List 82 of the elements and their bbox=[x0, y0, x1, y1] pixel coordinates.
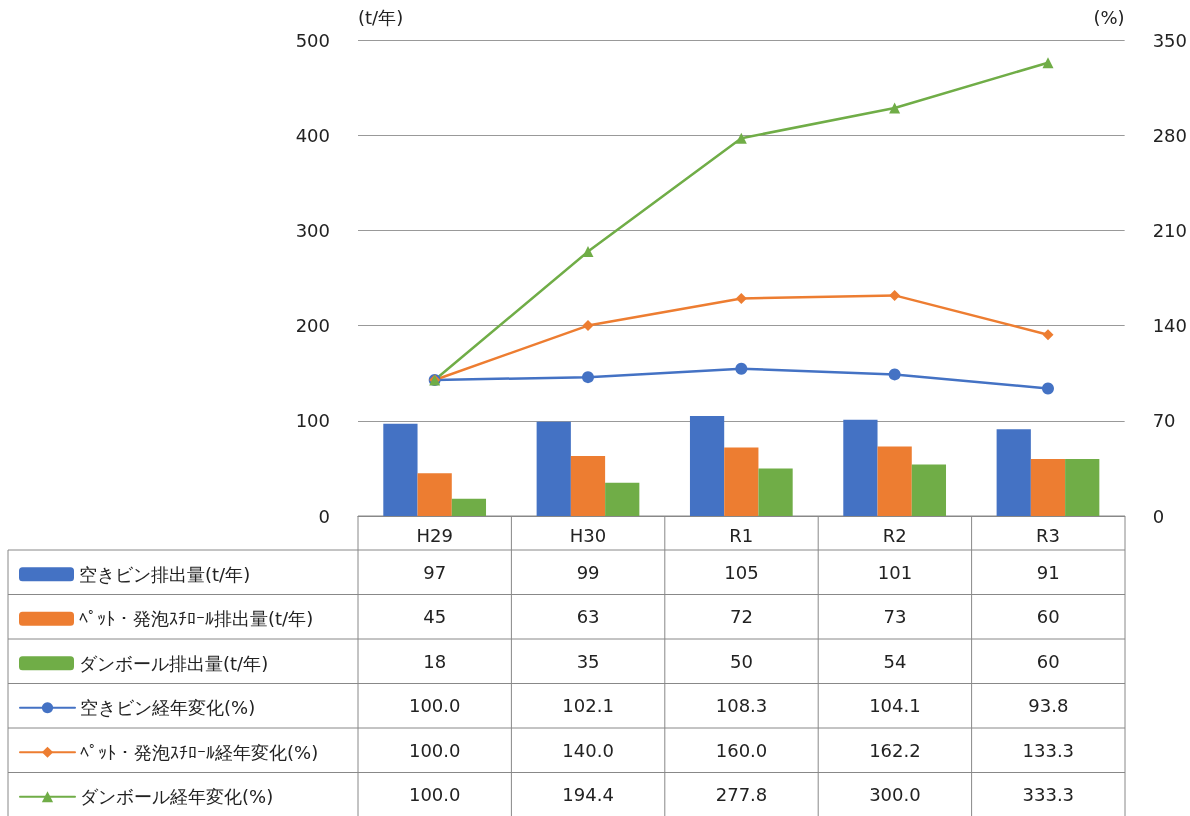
x-tick-label: H30 bbox=[569, 524, 607, 546]
data-label: 108.3 bbox=[715, 695, 768, 717]
y2-tick-label: 210 bbox=[1152, 219, 1187, 241]
point bbox=[889, 289, 901, 301]
point bbox=[735, 362, 748, 375]
bar bbox=[843, 419, 878, 516]
data-label: 133.3 bbox=[1022, 739, 1075, 761]
data-label: 93.8 bbox=[1028, 695, 1069, 717]
point bbox=[1042, 329, 1054, 341]
data-label: 97 bbox=[423, 561, 447, 583]
legend-label: ダンボール経年変化(%) bbox=[80, 786, 274, 808]
y-tick-label: 300 bbox=[295, 219, 330, 241]
data-label: 102.1 bbox=[562, 695, 614, 717]
legend-label: ダンボール排出量(t/年) bbox=[79, 652, 269, 674]
data-label: 194.4 bbox=[562, 784, 614, 806]
data-label: 333.3 bbox=[1022, 784, 1075, 806]
bar bbox=[1030, 458, 1066, 516]
data-label: 140.0 bbox=[562, 739, 614, 761]
bar bbox=[689, 416, 725, 516]
bar bbox=[911, 464, 947, 516]
legend-label: ﾍﾟｯﾄ・発泡ｽﾁﾛｰﾙ排出量(t/年) bbox=[79, 608, 314, 630]
legend-label: ﾍﾟｯﾄ・発泡ｽﾁﾛｰﾙ経年変化(%) bbox=[80, 741, 319, 763]
data-label: 99 bbox=[576, 561, 600, 583]
x-tick-label: R1 bbox=[729, 524, 754, 546]
data-label: 60 bbox=[1036, 650, 1060, 672]
point bbox=[889, 102, 901, 114]
data-label: 101 bbox=[877, 561, 913, 583]
point bbox=[888, 368, 901, 381]
point bbox=[1042, 57, 1054, 69]
x-tick-label: H29 bbox=[416, 524, 453, 546]
data-label: 300.0 bbox=[869, 784, 921, 806]
data-label: 105 bbox=[724, 561, 759, 583]
bar bbox=[605, 482, 640, 516]
data-label: 73 bbox=[883, 606, 907, 628]
y2-tick-label: 140 bbox=[1152, 315, 1187, 337]
y2-tick-label: 0 bbox=[1152, 505, 1165, 527]
data-label: 104.1 bbox=[869, 695, 921, 717]
data-label: 45 bbox=[423, 606, 447, 628]
y2-axis-title: (%) bbox=[1093, 6, 1125, 28]
point bbox=[582, 246, 594, 258]
data-label: 18 bbox=[423, 650, 447, 672]
data-label: 63 bbox=[576, 606, 600, 628]
y2-tick-label: 280 bbox=[1152, 124, 1187, 146]
legend-label: 空きビン経年変化(%) bbox=[80, 697, 256, 719]
data-label: 162.2 bbox=[869, 739, 921, 761]
x-tick-label: R3 bbox=[1035, 524, 1060, 546]
bar bbox=[724, 447, 759, 516]
bar bbox=[451, 498, 487, 516]
data-label: 100.0 bbox=[408, 784, 461, 806]
data-label: 35 bbox=[576, 650, 600, 672]
bar bbox=[383, 423, 418, 516]
y-tick-label: 500 bbox=[295, 29, 330, 51]
point bbox=[735, 292, 747, 304]
y-tick-label: 200 bbox=[295, 315, 330, 337]
data-label: 100.0 bbox=[408, 739, 461, 761]
data-label: 91 bbox=[1036, 561, 1060, 583]
point bbox=[582, 320, 594, 332]
bar bbox=[758, 468, 793, 516]
y2-tick-label: 70 bbox=[1152, 410, 1176, 432]
data-label: 277.8 bbox=[715, 784, 768, 806]
point bbox=[1041, 382, 1054, 395]
data-label: 72 bbox=[730, 606, 753, 628]
legend-label: 空きビン排出量(t/年) bbox=[79, 563, 251, 585]
x-tick-label: R2 bbox=[882, 524, 907, 546]
bar bbox=[536, 421, 571, 516]
data-label: 100.0 bbox=[408, 695, 461, 717]
point bbox=[582, 371, 594, 384]
bar bbox=[417, 473, 452, 516]
y-tick-label: 400 bbox=[295, 124, 330, 146]
bar bbox=[570, 456, 606, 516]
y-tick-label: 0 bbox=[318, 505, 330, 527]
point bbox=[735, 132, 747, 144]
data-label: 60 bbox=[1036, 606, 1060, 628]
y-axis-title: (t/年) bbox=[358, 6, 404, 28]
y-tick-label: 100 bbox=[295, 410, 330, 432]
bar bbox=[996, 429, 1031, 516]
data-label: 54 bbox=[883, 650, 907, 672]
data-label: 160.0 bbox=[715, 739, 768, 761]
bar bbox=[877, 446, 912, 516]
data-label: 50 bbox=[730, 650, 753, 672]
y2-tick-label: 350 bbox=[1152, 29, 1187, 51]
bar bbox=[1065, 458, 1100, 516]
